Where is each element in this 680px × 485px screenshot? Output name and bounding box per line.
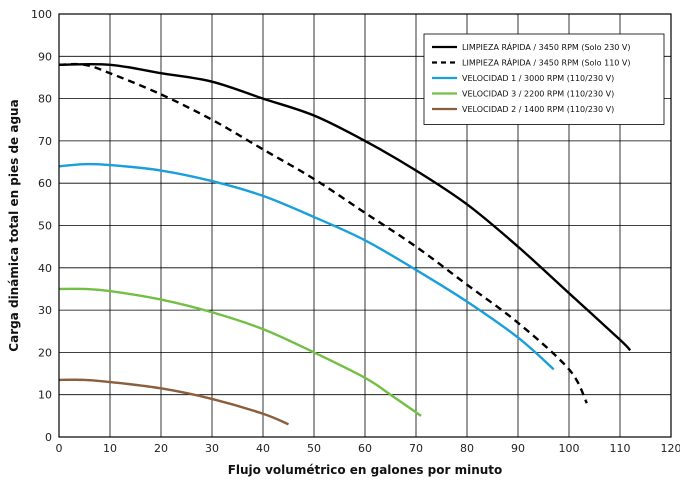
x-axis-title: Flujo volumétrico en galones por minuto: [228, 463, 503, 477]
x-tick-label: 70: [409, 442, 423, 455]
y-tick-label: 70: [38, 135, 52, 148]
series-line-5: [58, 378, 289, 426]
y-tick-label: 50: [38, 220, 52, 233]
y-tick-label: 90: [38, 50, 52, 63]
x-tick-label: 80: [460, 442, 474, 455]
y-axis-title: Carga dinámica total en pies de agua: [7, 99, 21, 351]
y-tick-label: 40: [38, 262, 52, 275]
x-tick-label: 100: [559, 442, 580, 455]
x-tick-label: 0: [56, 442, 63, 455]
x-tick-label: 50: [307, 442, 321, 455]
y-tick-label: 0: [45, 431, 52, 444]
legend-box: [423, 33, 665, 125]
y-tick-labels: 0 10 20 30 40 50 60 70 80 90 100: [31, 8, 52, 444]
y-tick-label: 60: [38, 177, 52, 190]
x-tick-label: 30: [205, 442, 219, 455]
x-tick-label: 120: [661, 442, 680, 455]
legend-label: VELOCIDAD 3 / 2200 RPM (110/230 V): [462, 90, 614, 99]
y-tick-label: 20: [38, 346, 52, 359]
legend-label: LIMPIEZA RÁPIDA / 3450 RPM (Solo 110 V): [462, 57, 631, 68]
x-tick-label: 110: [610, 442, 631, 455]
plot-frame: [58, 13, 672, 438]
series-line-2: [58, 62, 588, 404]
series-line-3: [58, 162, 555, 371]
x-tick-label: 90: [511, 442, 525, 455]
x-tick-label: 60: [358, 442, 372, 455]
legend-label: VELOCIDAD 2 / 1400 RPM (110/230 V): [462, 105, 614, 114]
y-tick-label: 100: [31, 8, 52, 21]
x-tick-label: 10: [103, 442, 117, 455]
x-tick-label: 40: [256, 442, 270, 455]
series-line-4: [58, 287, 422, 417]
x-tick-labels: 0 10 20 30 40 50 60 70 80 90 100 110 120: [56, 442, 680, 455]
legend: LIMPIEZA RÁPIDA / 3450 RPM (Solo 230 V) L…: [423, 33, 665, 125]
y-tick-label: 10: [38, 389, 52, 402]
legend-label: LIMPIEZA RÁPIDA / 3450 RPM (Solo 230 V): [462, 41, 631, 52]
y-tick-label: 30: [38, 304, 52, 317]
series-line-1: [58, 62, 632, 352]
x-tick-label: 20: [154, 442, 168, 455]
series-lines: [58, 62, 632, 426]
legend-label: VELOCIDAD 1 / 3000 RPM (110/230 V): [462, 74, 614, 83]
y-tick-label: 80: [38, 93, 52, 106]
